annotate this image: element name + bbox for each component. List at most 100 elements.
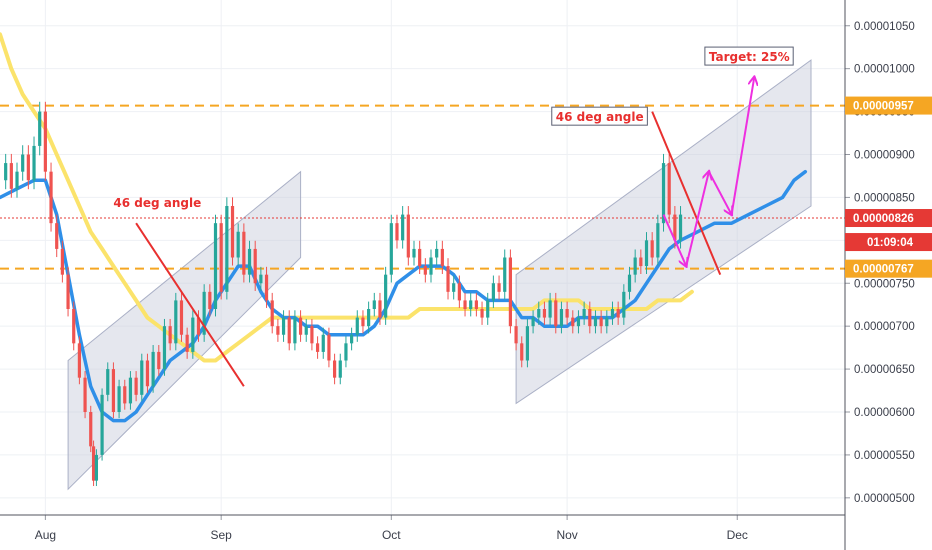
price-candle (236, 231, 240, 258)
projection-arrow (730, 77, 755, 215)
price-candle (4, 163, 8, 181)
price-candle (367, 309, 371, 327)
price-candle (463, 300, 467, 309)
price-candle (486, 300, 490, 318)
price-candle (185, 334, 189, 352)
price-label-badge (845, 209, 932, 228)
price-candle (94, 454, 99, 481)
y-tick-label: 0.00000700 (854, 321, 915, 333)
price-candle (66, 274, 70, 309)
price-candle (38, 111, 42, 146)
price-candle (389, 223, 393, 275)
price-candle (293, 317, 297, 344)
price-candle (196, 317, 201, 335)
price-candle (423, 266, 427, 275)
price-candle (361, 317, 365, 327)
price-candle (315, 343, 320, 352)
price-candle (77, 343, 81, 378)
price-candle (123, 386, 127, 404)
price-candle (429, 257, 433, 275)
price-candle (559, 309, 564, 327)
price-candle (678, 214, 683, 241)
price-candle (49, 171, 53, 224)
price-candle (202, 291, 206, 335)
y-tick-label: 0.00000550 (854, 450, 915, 462)
price-candle (622, 291, 626, 318)
price-candle (91, 446, 96, 481)
price-candle (213, 223, 218, 309)
price-candle (554, 300, 558, 327)
price-candle (276, 326, 280, 335)
price-candle (230, 206, 235, 258)
price-candle (179, 300, 184, 335)
annotations: 46 deg angle 46 deg angle Target: 25% (113, 46, 794, 210)
price-candle (457, 283, 461, 301)
price-candle (321, 334, 325, 352)
price-candle (332, 360, 337, 378)
annotation-box (551, 106, 648, 126)
price-candle (418, 248, 422, 267)
price-candle (542, 309, 547, 318)
price-candle (310, 326, 314, 344)
projection-arrow (662, 214, 687, 267)
price-candle (650, 240, 654, 258)
price-label-text: 01:09:04 (867, 237, 914, 249)
price-candle (60, 248, 64, 275)
x-tick-label: Sep (210, 528, 232, 542)
price-candle (627, 274, 632, 292)
price-candle (667, 163, 671, 215)
y-tick-label: 0.00001000 (854, 64, 915, 76)
price-label-badge (845, 96, 932, 115)
price-candle (576, 317, 581, 327)
y-tick-label: 0.00000900 (854, 150, 915, 162)
price-candle (338, 360, 342, 378)
price-candle (605, 317, 609, 327)
price-candle (503, 257, 507, 292)
price-candle (287, 317, 291, 344)
price-candle (491, 283, 495, 301)
price-candle (83, 377, 87, 412)
y-tick-label: 0.00000500 (854, 493, 915, 505)
price-candle (378, 300, 382, 318)
price-label-text: 0.00000826 (853, 213, 914, 225)
moving-averages (0, 32, 808, 423)
price-candle (582, 309, 586, 318)
price-candle (435, 248, 439, 258)
price-candle (520, 343, 524, 361)
price-candle (32, 145, 36, 181)
price-candle (298, 317, 303, 335)
price-candle (89, 412, 93, 447)
y-tick-label: 0.00000850 (854, 192, 915, 204)
price-candle (304, 326, 308, 335)
price-candle (344, 343, 348, 361)
price-label-badge (845, 233, 932, 252)
price-candle (9, 163, 13, 189)
price-candle (162, 326, 167, 370)
price-candle (145, 360, 150, 387)
price-candle (128, 377, 133, 404)
blue-moving-average (0, 169, 808, 423)
price-candle (673, 214, 677, 241)
price-candle (593, 317, 598, 327)
price-candle (111, 369, 116, 412)
angle-line (135, 222, 245, 387)
y-tick-label: 0.00001050 (854, 21, 915, 33)
price-series (4, 101, 683, 487)
price-candle (514, 326, 518, 344)
price-candle (151, 351, 155, 387)
price-label-text: 0.00000767 (853, 264, 914, 276)
price-candle (372, 300, 376, 309)
price-candle (26, 154, 30, 181)
price-candle (43, 111, 47, 172)
price-candle (633, 257, 637, 275)
price-candle (599, 317, 603, 327)
projection-arrow (685, 172, 709, 267)
price-candle (571, 317, 575, 327)
price-candle (21, 154, 25, 172)
annotation-text: Target: 25% (709, 50, 790, 64)
price-candle (55, 223, 59, 249)
price-candle (72, 309, 76, 344)
price-candle (565, 309, 569, 318)
